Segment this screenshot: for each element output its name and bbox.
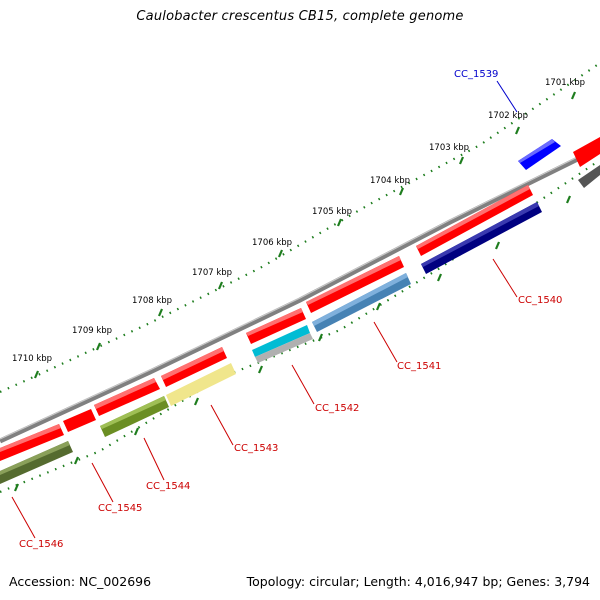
gene-feature-cc-1544-top xyxy=(94,378,156,409)
genome-backbone-highlight xyxy=(0,145,600,440)
gene-feature-cc-1541-top xyxy=(306,256,401,305)
gene-leader-lines xyxy=(11,80,518,539)
gene-label-cc-1540[interactable]: CC_1540 xyxy=(518,295,562,306)
kbp-label: 1705 kbp xyxy=(312,207,352,217)
gene-feature-cc-1539-top xyxy=(518,139,555,163)
gene-feature-cc-1546-product-top xyxy=(0,441,70,475)
gene-feature-cc-1545[interactable] xyxy=(63,409,96,432)
kbp-label: 1704 kbp xyxy=(370,176,410,186)
gene-label-cc-1545[interactable]: CC_1545 xyxy=(98,503,142,514)
gene-feature-cc-1546-product[interactable] xyxy=(0,441,73,484)
outer-major-ticks xyxy=(33,91,577,379)
gene-feature-cc-1542-alt[interactable] xyxy=(255,333,313,363)
gene-feature-cc-1539[interactable] xyxy=(518,139,561,170)
genome-backbone xyxy=(0,145,600,444)
kbp-label: 1710 kbp xyxy=(12,354,52,364)
gene-feature-cc-1546[interactable] xyxy=(0,424,64,461)
kbp-labels: 1701 kbp 1702 kbp 1703 kbp 1704 kbp 1705… xyxy=(12,78,585,364)
gene-feature-cc-1540-product-top xyxy=(421,202,539,267)
kbp-label: 1701 kbp xyxy=(545,78,585,88)
kbp-label: 1702 kbp xyxy=(488,111,528,121)
gene-feature-edge-grey[interactable] xyxy=(578,165,600,188)
kbp-label: 1703 kbp xyxy=(429,143,469,153)
inner-major-ticks xyxy=(13,195,572,492)
gene-feature-cc-1544-product-top xyxy=(100,396,166,429)
gene-labels: CC_1539 CC_1540 CC_1541 CC_1542 CC_1543 … xyxy=(19,69,562,550)
gene-feature-cc-1543-top xyxy=(161,347,224,380)
accession-label: Accession: NC_002696 xyxy=(9,574,152,589)
genome-summary-label: Topology: circular; Length: 4,016,947 bp… xyxy=(246,574,590,589)
gene-feature-cc-1542-top xyxy=(246,308,303,336)
kbp-label: 1709 kbp xyxy=(72,326,112,336)
gene-label-cc-1541[interactable]: CC_1541 xyxy=(397,361,441,372)
gene-feature-edge-red[interactable] xyxy=(573,137,600,167)
gene-feature-cc-1540-top xyxy=(416,185,530,249)
kbp-label: 1707 kbp xyxy=(192,268,232,278)
gene-label-cc-1542[interactable]: CC_1542 xyxy=(315,403,359,414)
gene-label-cc-1546[interactable]: CC_1546 xyxy=(19,539,63,550)
gene-features xyxy=(0,137,600,484)
gene-label-cc-1543[interactable]: CC_1543 xyxy=(234,443,278,454)
gene-label-cc-1539[interactable]: CC_1539 xyxy=(454,69,498,80)
gene-label-cc-1544[interactable]: CC_1544 xyxy=(146,481,190,492)
gene-feature-cc-1541-product-top xyxy=(312,273,408,326)
gene-feature-cc-1542-product[interactable] xyxy=(252,325,310,357)
gene-feature-cc-1546-top xyxy=(0,424,61,452)
kbp-label: 1708 kbp xyxy=(132,296,172,306)
gene-feature-cc-1543-product[interactable] xyxy=(166,363,236,406)
kbp-label: 1706 kbp xyxy=(252,238,292,248)
genome-title: Caulobacter crescentus CB15, complete ge… xyxy=(136,9,464,24)
